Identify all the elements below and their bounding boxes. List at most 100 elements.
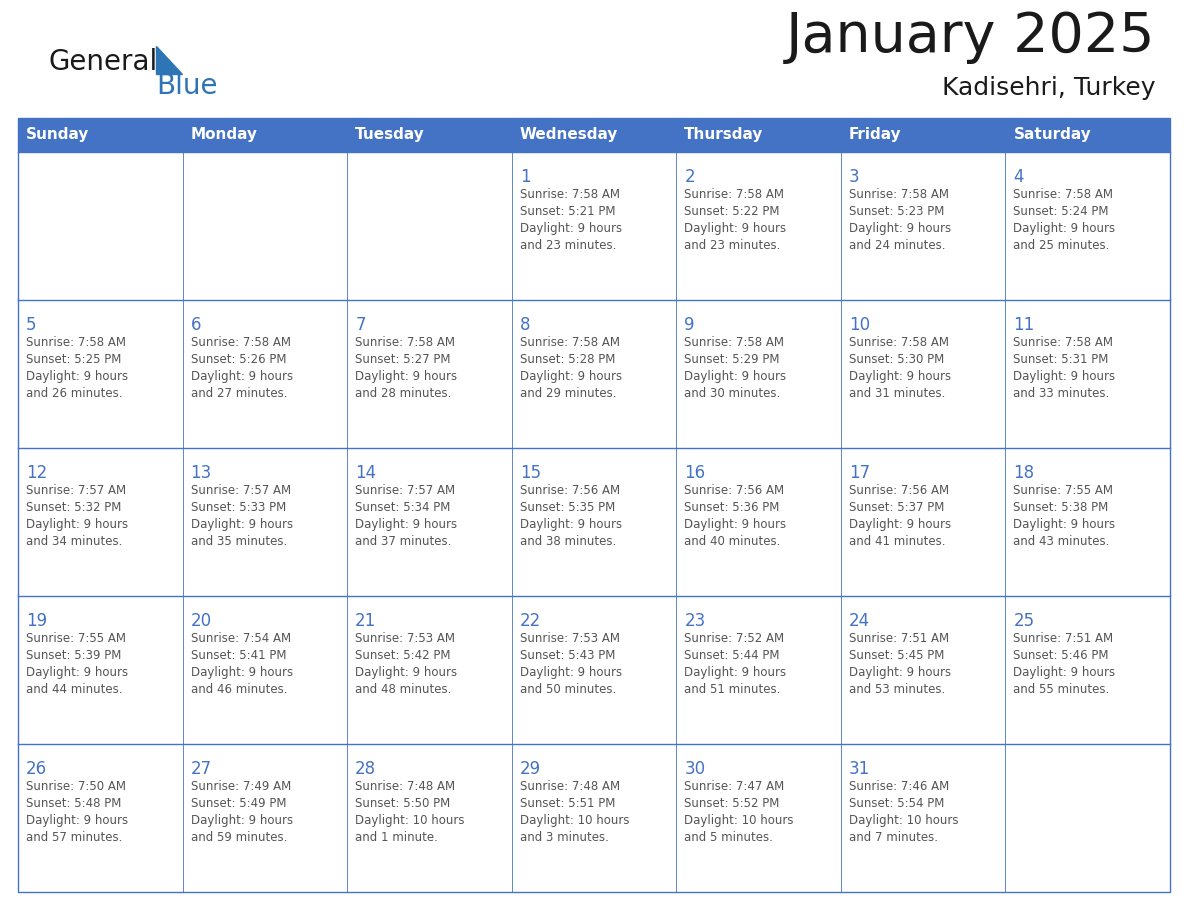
Text: Sunrise: 7:58 AM: Sunrise: 7:58 AM xyxy=(519,336,620,349)
Text: and 40 minutes.: and 40 minutes. xyxy=(684,535,781,548)
Text: Daylight: 9 hours: Daylight: 9 hours xyxy=(684,370,786,383)
Text: Daylight: 9 hours: Daylight: 9 hours xyxy=(190,370,292,383)
Text: 19: 19 xyxy=(26,612,48,630)
Text: Sunrise: 7:51 AM: Sunrise: 7:51 AM xyxy=(849,632,949,645)
Text: 9: 9 xyxy=(684,316,695,334)
Text: 7: 7 xyxy=(355,316,366,334)
Text: Sunset: 5:21 PM: Sunset: 5:21 PM xyxy=(519,205,615,218)
Text: General: General xyxy=(48,48,157,76)
Text: Blue: Blue xyxy=(156,72,217,100)
Text: Sunrise: 7:58 AM: Sunrise: 7:58 AM xyxy=(684,336,784,349)
Text: Sunset: 5:22 PM: Sunset: 5:22 PM xyxy=(684,205,779,218)
Text: Sunset: 5:52 PM: Sunset: 5:52 PM xyxy=(684,797,779,810)
Text: Sunrise: 7:52 AM: Sunrise: 7:52 AM xyxy=(684,632,784,645)
Text: and 23 minutes.: and 23 minutes. xyxy=(684,239,781,252)
Text: Daylight: 10 hours: Daylight: 10 hours xyxy=(849,814,959,827)
Text: Sunset: 5:50 PM: Sunset: 5:50 PM xyxy=(355,797,450,810)
Text: Sunrise: 7:55 AM: Sunrise: 7:55 AM xyxy=(1013,484,1113,497)
Text: Sunrise: 7:58 AM: Sunrise: 7:58 AM xyxy=(1013,188,1113,201)
Text: and 34 minutes.: and 34 minutes. xyxy=(26,535,122,548)
Text: 21: 21 xyxy=(355,612,377,630)
Text: and 7 minutes.: and 7 minutes. xyxy=(849,831,937,844)
Text: Daylight: 9 hours: Daylight: 9 hours xyxy=(849,222,950,235)
Text: 23: 23 xyxy=(684,612,706,630)
Text: Saturday: Saturday xyxy=(1013,128,1092,142)
Text: Sunrise: 7:56 AM: Sunrise: 7:56 AM xyxy=(849,484,949,497)
Text: and 33 minutes.: and 33 minutes. xyxy=(1013,387,1110,400)
Text: Sunday: Sunday xyxy=(26,128,89,142)
Text: Sunrise: 7:47 AM: Sunrise: 7:47 AM xyxy=(684,780,784,793)
Text: Sunrise: 7:54 AM: Sunrise: 7:54 AM xyxy=(190,632,291,645)
Text: and 59 minutes.: and 59 minutes. xyxy=(190,831,287,844)
Text: and 48 minutes.: and 48 minutes. xyxy=(355,683,451,696)
Text: Sunset: 5:23 PM: Sunset: 5:23 PM xyxy=(849,205,944,218)
Text: and 55 minutes.: and 55 minutes. xyxy=(1013,683,1110,696)
Text: Sunrise: 7:46 AM: Sunrise: 7:46 AM xyxy=(849,780,949,793)
Bar xyxy=(18,118,1170,152)
Text: 26: 26 xyxy=(26,760,48,778)
Text: Sunset: 5:36 PM: Sunset: 5:36 PM xyxy=(684,501,779,514)
Text: and 3 minutes.: and 3 minutes. xyxy=(519,831,608,844)
Text: 16: 16 xyxy=(684,464,706,482)
Text: Sunrise: 7:56 AM: Sunrise: 7:56 AM xyxy=(519,484,620,497)
Text: Sunset: 5:29 PM: Sunset: 5:29 PM xyxy=(684,353,779,366)
Text: Sunrise: 7:53 AM: Sunrise: 7:53 AM xyxy=(519,632,620,645)
Text: 25: 25 xyxy=(1013,612,1035,630)
Text: Daylight: 10 hours: Daylight: 10 hours xyxy=(684,814,794,827)
Text: Sunset: 5:35 PM: Sunset: 5:35 PM xyxy=(519,501,615,514)
Text: Sunset: 5:38 PM: Sunset: 5:38 PM xyxy=(1013,501,1108,514)
Text: Sunset: 5:51 PM: Sunset: 5:51 PM xyxy=(519,797,615,810)
Text: Daylight: 9 hours: Daylight: 9 hours xyxy=(26,814,128,827)
Text: and 1 minute.: and 1 minute. xyxy=(355,831,438,844)
Text: Friday: Friday xyxy=(849,128,902,142)
Text: 1: 1 xyxy=(519,168,530,186)
Text: Sunrise: 7:58 AM: Sunrise: 7:58 AM xyxy=(26,336,126,349)
Text: Sunrise: 7:56 AM: Sunrise: 7:56 AM xyxy=(684,484,784,497)
Text: and 41 minutes.: and 41 minutes. xyxy=(849,535,946,548)
Text: Sunset: 5:44 PM: Sunset: 5:44 PM xyxy=(684,649,779,662)
Text: 2: 2 xyxy=(684,168,695,186)
Text: Daylight: 9 hours: Daylight: 9 hours xyxy=(1013,222,1116,235)
Text: Sunrise: 7:51 AM: Sunrise: 7:51 AM xyxy=(1013,632,1113,645)
Text: Daylight: 10 hours: Daylight: 10 hours xyxy=(355,814,465,827)
Text: 5: 5 xyxy=(26,316,37,334)
Text: and 29 minutes.: and 29 minutes. xyxy=(519,387,617,400)
Bar xyxy=(18,118,1170,892)
Text: Daylight: 9 hours: Daylight: 9 hours xyxy=(26,518,128,531)
Text: Sunrise: 7:58 AM: Sunrise: 7:58 AM xyxy=(849,336,949,349)
Text: Sunset: 5:31 PM: Sunset: 5:31 PM xyxy=(1013,353,1108,366)
Text: Sunrise: 7:53 AM: Sunrise: 7:53 AM xyxy=(355,632,455,645)
Text: Daylight: 9 hours: Daylight: 9 hours xyxy=(849,518,950,531)
Text: 4: 4 xyxy=(1013,168,1024,186)
Text: 30: 30 xyxy=(684,760,706,778)
Text: Thursday: Thursday xyxy=(684,128,764,142)
Text: Sunset: 5:49 PM: Sunset: 5:49 PM xyxy=(190,797,286,810)
Text: Daylight: 9 hours: Daylight: 9 hours xyxy=(190,814,292,827)
Text: Sunset: 5:39 PM: Sunset: 5:39 PM xyxy=(26,649,121,662)
Text: 27: 27 xyxy=(190,760,211,778)
Text: Sunrise: 7:58 AM: Sunrise: 7:58 AM xyxy=(684,188,784,201)
Text: 13: 13 xyxy=(190,464,211,482)
Text: Sunset: 5:26 PM: Sunset: 5:26 PM xyxy=(190,353,286,366)
Text: Sunset: 5:43 PM: Sunset: 5:43 PM xyxy=(519,649,615,662)
Text: Sunrise: 7:48 AM: Sunrise: 7:48 AM xyxy=(355,780,455,793)
Text: and 24 minutes.: and 24 minutes. xyxy=(849,239,946,252)
Text: Daylight: 9 hours: Daylight: 9 hours xyxy=(519,518,621,531)
Text: Sunrise: 7:57 AM: Sunrise: 7:57 AM xyxy=(190,484,291,497)
Text: Daylight: 9 hours: Daylight: 9 hours xyxy=(519,370,621,383)
Polygon shape xyxy=(156,46,182,74)
Text: Daylight: 10 hours: Daylight: 10 hours xyxy=(519,814,630,827)
Text: Wednesday: Wednesday xyxy=(519,128,618,142)
Text: and 25 minutes.: and 25 minutes. xyxy=(1013,239,1110,252)
Text: Sunset: 5:25 PM: Sunset: 5:25 PM xyxy=(26,353,121,366)
Text: Daylight: 9 hours: Daylight: 9 hours xyxy=(26,370,128,383)
Text: Daylight: 9 hours: Daylight: 9 hours xyxy=(1013,370,1116,383)
Text: Sunset: 5:34 PM: Sunset: 5:34 PM xyxy=(355,501,450,514)
Text: Sunrise: 7:57 AM: Sunrise: 7:57 AM xyxy=(355,484,455,497)
Text: 29: 29 xyxy=(519,760,541,778)
Text: Sunrise: 7:50 AM: Sunrise: 7:50 AM xyxy=(26,780,126,793)
Text: 31: 31 xyxy=(849,760,870,778)
Text: 20: 20 xyxy=(190,612,211,630)
Text: and 44 minutes.: and 44 minutes. xyxy=(26,683,122,696)
Text: and 57 minutes.: and 57 minutes. xyxy=(26,831,122,844)
